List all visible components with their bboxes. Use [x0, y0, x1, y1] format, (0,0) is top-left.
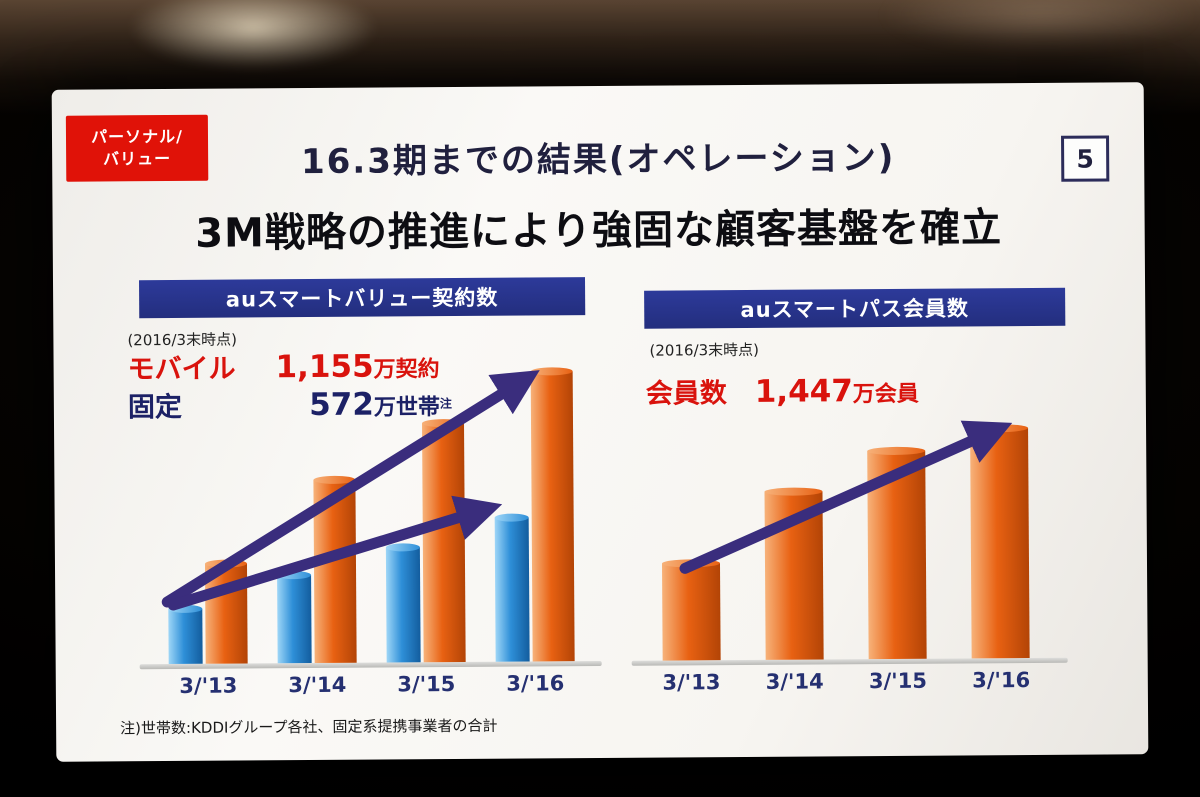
bar	[530, 367, 575, 662]
bar-group	[867, 446, 927, 660]
bar	[385, 543, 421, 663]
smart-pass-bar-chart	[637, 346, 1052, 661]
bar-top	[277, 571, 312, 580]
bar	[867, 446, 927, 660]
x-axis-label: 3/'14	[765, 669, 824, 694]
light-reflection	[128, 0, 378, 70]
smart-value-bar-chart	[152, 349, 590, 665]
x-axis-label: 3/'13	[179, 673, 238, 698]
left-chart-header: auスマートバリュー契約数	[138, 277, 586, 319]
bar	[168, 604, 203, 665]
left-x-axis: 3/'13 3/'14 3/'15 3/'16	[154, 671, 590, 698]
bar	[970, 424, 1031, 659]
bar-group	[168, 559, 248, 665]
bar	[277, 571, 312, 664]
x-axis-label: 3/'14	[288, 672, 347, 698]
right-x-axis: 3/'13 3/'14 3/'15 3/'16	[640, 668, 1053, 695]
bar-group	[661, 559, 721, 661]
x-axis-label: 3/'13	[662, 670, 721, 695]
bar-top	[764, 487, 823, 496]
bar-top	[970, 424, 1029, 433]
bar-group	[764, 487, 824, 660]
bar-top	[867, 446, 926, 456]
bar-group	[276, 475, 357, 664]
x-axis-label: 3/'16	[506, 671, 565, 696]
presentation-slide: パーソナル/ バリュー 16.3期までの結果(オペレーション) 5 3M戦略の推…	[51, 82, 1149, 762]
bar	[494, 513, 530, 662]
bar-group	[385, 418, 466, 663]
page-number: 5	[1061, 135, 1110, 182]
bar-top	[313, 475, 356, 485]
x-axis-label: 3/'15	[868, 668, 927, 694]
x-axis-label: 3/'15	[397, 672, 456, 697]
bar	[661, 559, 721, 661]
right-chart-header: auスマートパス会員数	[644, 287, 1066, 329]
bar-top	[168, 604, 203, 614]
slide-footnote: 注)世帯数:KDDIグループ各社、固定系提携事業者の合計	[120, 716, 498, 738]
slide-title: 16.3期までの結果(オペレーション)	[300, 137, 896, 183]
bar-top	[661, 559, 720, 568]
bar-group	[970, 424, 1031, 659]
x-axis-label: 3/'16	[972, 668, 1031, 693]
bar-top	[421, 418, 465, 428]
bar-top	[204, 559, 248, 568]
bar-top	[385, 543, 420, 552]
bar	[204, 559, 248, 664]
bar-top	[494, 513, 529, 522]
bar	[764, 487, 824, 660]
bar-top	[530, 367, 573, 376]
bar	[421, 418, 466, 663]
bar-group	[494, 367, 575, 662]
bar	[313, 475, 357, 663]
slide-heading: 3M戦略の推進により強固な顧客基盤を確立	[195, 205, 1003, 257]
